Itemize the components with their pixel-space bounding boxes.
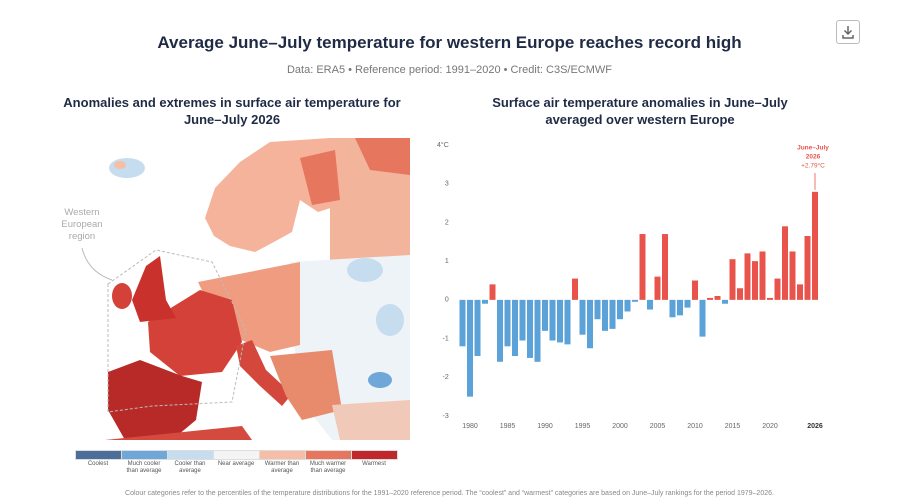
bar bbox=[527, 299, 533, 358]
legend-label: Near average bbox=[217, 461, 255, 467]
bar bbox=[467, 299, 473, 397]
legend-swatch bbox=[259, 450, 306, 460]
bar bbox=[639, 234, 646, 300]
bar bbox=[737, 288, 743, 300]
bar bbox=[722, 299, 728, 304]
y-tick-label: 3 bbox=[445, 181, 449, 188]
legend-label: Much cooler than average bbox=[126, 461, 162, 474]
bar bbox=[632, 299, 638, 302]
legend-swatch bbox=[121, 450, 168, 460]
title: Average June–July temperature for wester… bbox=[157, 33, 742, 52]
bar bbox=[692, 280, 698, 300]
annotation: 2026 bbox=[806, 154, 821, 161]
bar bbox=[474, 299, 481, 356]
bar bbox=[804, 235, 811, 300]
y-tick-label: 2 bbox=[445, 219, 449, 226]
bar bbox=[774, 278, 781, 300]
bar bbox=[572, 278, 578, 300]
legend-swatch bbox=[351, 450, 398, 460]
bar bbox=[504, 299, 511, 347]
bar bbox=[459, 299, 466, 347]
region-arrow bbox=[81, 247, 113, 281]
bar bbox=[684, 299, 691, 308]
x-tick-label: 1985 bbox=[500, 423, 516, 430]
bar bbox=[654, 276, 661, 300]
x-tick-label: 2000 bbox=[612, 423, 628, 430]
bar bbox=[624, 299, 631, 312]
bar bbox=[609, 299, 616, 329]
legend-label: Coolest bbox=[87, 461, 109, 467]
bar bbox=[587, 299, 593, 349]
chart-title: Surface air temperature anomalies in Jun… bbox=[492, 95, 788, 127]
bar bbox=[534, 299, 541, 362]
download-button[interactable] bbox=[836, 20, 860, 44]
download-icon bbox=[842, 26, 854, 39]
annotation: +2.79°C bbox=[801, 162, 825, 170]
map bbox=[81, 135, 410, 440]
bar bbox=[714, 295, 721, 300]
legend-label: Cooler than average bbox=[174, 461, 206, 474]
bar bbox=[767, 297, 773, 300]
bar bbox=[662, 234, 668, 300]
bar bbox=[752, 261, 758, 300]
region-label: Western European region bbox=[61, 207, 103, 242]
x-tick-label: 1990 bbox=[537, 423, 553, 430]
x-tick-label: 1980 bbox=[462, 423, 478, 430]
bar bbox=[497, 299, 503, 362]
annotation: June–July bbox=[797, 145, 829, 152]
bar bbox=[759, 251, 766, 300]
x-tick-label: 2015 bbox=[725, 423, 741, 430]
bar bbox=[549, 299, 556, 341]
map-title: Anomalies and extremes in surface air te… bbox=[63, 95, 401, 127]
x-tick-label: 2010 bbox=[687, 423, 703, 430]
bar bbox=[797, 284, 803, 300]
bar bbox=[519, 299, 526, 341]
chart: -3 -2 -1 0 1 2 3 4°C 1980 1985 1990 1995 2000 2005 201… bbox=[437, 141, 829, 430]
x-tick-label: 2026 bbox=[807, 423, 823, 430]
map-land bbox=[105, 135, 410, 440]
legend-swatch bbox=[75, 450, 122, 460]
bar bbox=[579, 299, 586, 335]
bar bbox=[594, 299, 601, 320]
legend-label: Warmest bbox=[362, 461, 386, 467]
bar bbox=[699, 299, 706, 337]
bar bbox=[677, 299, 683, 316]
legend-swatch bbox=[305, 450, 352, 460]
bar bbox=[789, 251, 796, 300]
bar bbox=[812, 191, 818, 300]
region-outline bbox=[107, 249, 247, 413]
y-tick-label: 1 bbox=[445, 258, 449, 265]
bar bbox=[482, 299, 488, 304]
x-tick-label: 1995 bbox=[575, 423, 591, 430]
legend-swatch bbox=[167, 450, 214, 460]
y-tick-label: 0 bbox=[445, 297, 449, 304]
bar bbox=[602, 299, 608, 331]
bar bbox=[564, 299, 571, 345]
y-tick-label: 4°C bbox=[437, 141, 449, 149]
legend-swatch bbox=[213, 450, 260, 460]
y-tick-label: -1 bbox=[443, 335, 449, 342]
bar bbox=[557, 299, 563, 343]
bar bbox=[617, 299, 623, 320]
bar bbox=[707, 297, 713, 300]
bar bbox=[782, 226, 788, 300]
bar bbox=[744, 253, 751, 300]
x-tick-label: 2020 bbox=[762, 423, 778, 430]
y-tick-label: -2 bbox=[443, 374, 449, 381]
y-tick-label: -3 bbox=[443, 413, 449, 420]
bar bbox=[512, 299, 518, 356]
x-tick-label: 2005 bbox=[650, 423, 666, 430]
bar bbox=[669, 299, 676, 318]
bar bbox=[647, 299, 653, 310]
footnote: Colour categories refer to the percentil… bbox=[125, 490, 774, 497]
bar bbox=[729, 259, 736, 300]
bar bbox=[489, 284, 496, 300]
subtitle: Data: ERA5 • Reference period: 1991–2020… bbox=[286, 64, 613, 76]
legend-label: Much warmer than average bbox=[309, 461, 347, 474]
bar bbox=[542, 299, 548, 331]
legend-label: Warmer than average bbox=[264, 461, 300, 474]
